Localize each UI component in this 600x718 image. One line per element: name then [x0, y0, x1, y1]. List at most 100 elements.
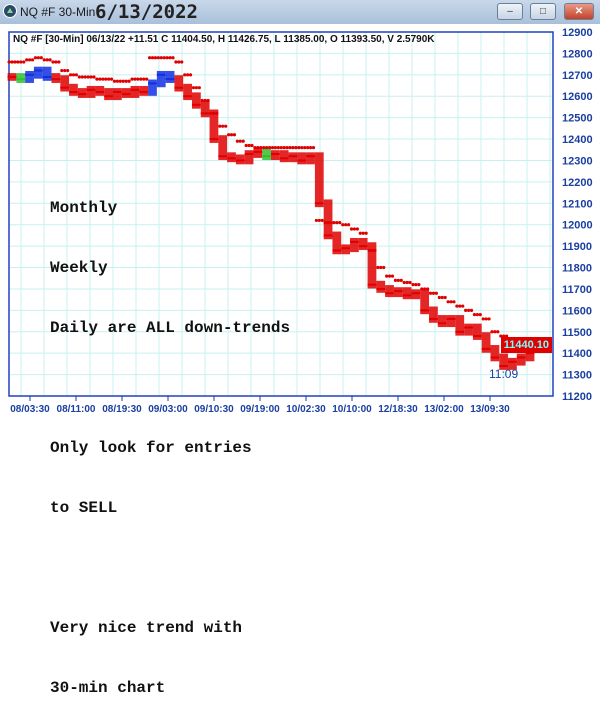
y-tick-label: 12100	[562, 198, 593, 210]
x-tick-label: 13/02:00	[424, 404, 464, 415]
sar-dot	[423, 287, 427, 291]
sar-dot	[45, 58, 49, 62]
sar-dot	[417, 283, 421, 287]
close-button[interactable]: ✕	[564, 3, 594, 20]
annotation-line: Daily are ALL down-trends	[50, 319, 291, 337]
y-tick-label: 12000	[562, 220, 593, 232]
sar-dot	[434, 291, 438, 295]
price-bar	[191, 92, 201, 109]
sar-dot	[346, 223, 351, 227]
sar-dot	[487, 317, 491, 321]
sar-dot	[206, 98, 210, 103]
price-bar	[51, 73, 61, 83]
price-bar	[472, 323, 482, 340]
sar-dot	[329, 220, 333, 225]
price-bar	[271, 150, 280, 161]
sar-dot	[250, 143, 254, 148]
sar-dot	[156, 56, 160, 60]
price-bar	[367, 242, 377, 289]
sar-dot	[200, 98, 204, 103]
sar-dot	[33, 56, 38, 60]
price-bar	[411, 289, 421, 300]
sar-dot	[335, 220, 339, 225]
sar-dot	[57, 60, 61, 64]
sar-dot	[502, 334, 506, 338]
sar-dot	[36, 56, 40, 60]
sar-dot	[414, 283, 418, 287]
price-bar	[437, 315, 447, 328]
sar-dot	[112, 79, 117, 83]
sar-dot	[259, 146, 263, 150]
sar-dot	[42, 58, 46, 62]
sar-dot	[177, 60, 181, 64]
price-bar	[350, 237, 359, 253]
sar-dot	[212, 111, 216, 115]
price-bar	[464, 323, 473, 336]
sar-dot	[165, 56, 169, 60]
price-bar	[262, 148, 271, 161]
price-bar	[16, 73, 26, 83]
annotation-line	[50, 558, 290, 578]
sar-dot	[150, 56, 155, 60]
sar-dot	[7, 60, 11, 64]
sar-dot	[66, 68, 70, 73]
sar-dot	[358, 231, 362, 235]
sar-dot	[197, 86, 201, 90]
sar-dot	[370, 248, 374, 252]
sar-dot	[481, 317, 485, 321]
sar-dot	[297, 146, 301, 150]
y-tick-label: 12400	[562, 134, 593, 146]
sar-dot	[218, 124, 222, 128]
price-bar	[209, 109, 219, 143]
sar-dot	[279, 146, 283, 150]
sar-dot	[124, 79, 128, 83]
maximize-button[interactable]: □	[530, 3, 556, 20]
price-bar	[358, 237, 368, 250]
x-tick-label: 09/19:00	[240, 404, 280, 415]
y-tick-label: 11500	[562, 327, 592, 339]
sar-dot	[174, 60, 178, 64]
sar-dot	[267, 146, 272, 150]
x-tick-label: 10/02:30	[286, 404, 326, 415]
sar-dot	[39, 56, 43, 60]
price-bar	[306, 152, 315, 165]
sar-dot	[344, 223, 348, 227]
sar-dot	[420, 287, 424, 291]
sar-dot	[493, 330, 497, 334]
price-bar	[490, 345, 500, 362]
sar-dot	[10, 60, 14, 64]
x-tick-label: 09/10:30	[194, 404, 234, 415]
sar-dot	[194, 86, 199, 90]
price-bar	[200, 100, 210, 118]
price-bar	[235, 154, 245, 165]
annotation-line	[50, 378, 290, 398]
price-bar	[402, 287, 412, 300]
sar-dot	[349, 227, 354, 231]
sar-dot	[247, 143, 251, 148]
sar-dot	[253, 146, 257, 150]
sar-dot	[405, 280, 409, 285]
price-bar	[156, 70, 166, 88]
sar-dot	[472, 313, 477, 317]
sar-dot	[109, 77, 114, 81]
sar-dot	[92, 75, 96, 79]
sar-dot	[317, 218, 321, 223]
annotation-line: Only look for entries	[50, 439, 252, 457]
minimize-button[interactable]: –	[497, 3, 523, 20]
sar-dot	[139, 77, 143, 81]
y-tick-label: 11600	[562, 305, 592, 317]
price-bar	[323, 199, 333, 240]
sar-dot	[355, 227, 359, 231]
sar-dot	[80, 75, 84, 79]
sar-dot	[311, 146, 316, 150]
price-bar	[341, 244, 351, 255]
sar-dot	[224, 124, 228, 128]
price-bar	[25, 70, 34, 83]
price-bar	[393, 287, 403, 298]
price-bar	[376, 280, 386, 293]
sar-dot	[22, 60, 26, 64]
sar-dot	[89, 75, 93, 79]
sar-dot	[376, 265, 380, 270]
price-bar	[218, 135, 228, 161]
sar-dot	[25, 58, 29, 62]
